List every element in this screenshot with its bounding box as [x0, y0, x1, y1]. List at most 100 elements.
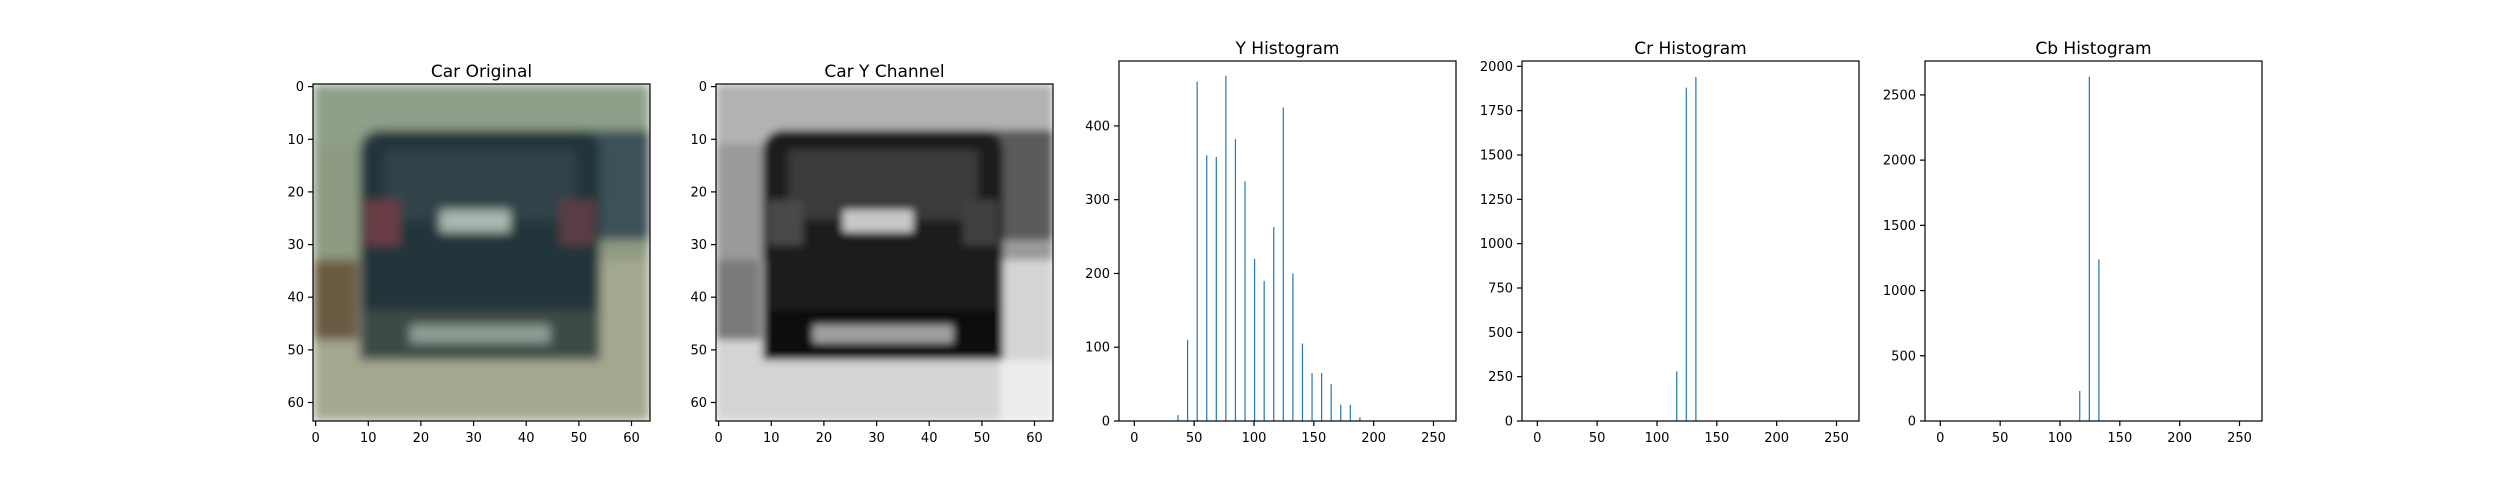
histogram-bar: [1263, 280, 1265, 421]
y-tick-label: 10: [690, 133, 707, 148]
y-tick-label: 0: [296, 80, 304, 95]
histogram-bar: [2079, 391, 2081, 421]
y-tick-label: 1250: [1480, 193, 1513, 208]
histogram-bar: [1196, 81, 1198, 422]
y-tick-label: 100: [1085, 341, 1110, 356]
y-tick-label: 30: [287, 238, 304, 253]
x-tick-label: 100: [1645, 431, 1670, 446]
histogram-bar: [1215, 156, 1217, 421]
histogram-bar: [1253, 258, 1256, 421]
x-tick-label: 200: [1361, 431, 1386, 446]
y-tick-label: 10: [287, 133, 304, 148]
x-tick-label: 40: [921, 431, 938, 446]
y-tick-label: 2000: [1883, 154, 1916, 169]
y-tick-label: 20: [690, 185, 707, 200]
histogram-bar: [1282, 107, 1284, 422]
x-tick-label: 50: [1186, 431, 1203, 446]
y-tick-label: 2500: [1883, 88, 1916, 103]
histogram-bar: [1676, 371, 1678, 421]
x-tick-label: 100: [1242, 431, 1267, 446]
y-tick-label: 0: [1505, 415, 1513, 430]
panel-title: Cr Histogram: [1634, 39, 1746, 59]
histogram-bar: [1340, 404, 1342, 421]
histogram-bar: [1186, 339, 1189, 421]
panel-y-histogram: Y Histogram 0 50 100 150 200 250 0 100 200 300 400: [1085, 39, 1457, 446]
histogram-bar: [1349, 404, 1351, 421]
x-tick-label: 50: [1589, 431, 1606, 446]
x-tick-label: 0: [714, 431, 722, 446]
histogram-bar: [1359, 417, 1361, 421]
panel-car-y-channel: Car Y Channel: [690, 62, 1054, 446]
y-tick-label: 40: [287, 291, 304, 306]
x-ticks: 0 10 20 30 40 50 60: [311, 421, 640, 446]
histogram-bar: [1273, 226, 1275, 421]
x-tick-label: 150: [1704, 431, 1729, 446]
histogram-bar: [1206, 155, 1208, 422]
axes-frame: [312, 83, 651, 422]
histogram-bar: [1311, 373, 1313, 421]
y-tick-label: 50: [287, 343, 304, 358]
histogram-bar: [1330, 384, 1332, 421]
y-ticks: 0 10 20 30 40 50 60: [287, 80, 313, 411]
car-original-image: [313, 84, 650, 421]
x-tick-label: 40: [518, 431, 535, 446]
x-tick-label: 20: [816, 431, 833, 446]
panel-title: Y Histogram: [1235, 39, 1340, 59]
x-tick-label: 50: [571, 431, 588, 446]
y-tick-label: 1500: [1480, 148, 1513, 163]
y-tick-label: 1000: [1480, 237, 1513, 252]
x-tick-label: 60: [623, 431, 640, 446]
y-tick-label: 1500: [1883, 219, 1916, 234]
x-tick-label: 50: [1992, 431, 2009, 446]
axes-frame: [1118, 60, 1457, 422]
y-tick-label: 500: [1488, 326, 1513, 341]
histogram-bar: [2088, 76, 2090, 422]
x-tick-label: 0: [1130, 431, 1138, 446]
y-tick-label: 40: [690, 291, 707, 306]
y-tick-label: 200: [1085, 267, 1110, 282]
y-tick-label: 2000: [1480, 60, 1513, 75]
y-tick-label: 0: [1102, 415, 1110, 430]
panel-car-original: Car Original: [287, 62, 651, 446]
x-tick-label: 200: [2167, 431, 2192, 446]
x-tick-label: 100: [2048, 431, 2073, 446]
axes-frame: [1924, 60, 2263, 422]
histogram-bar: [1292, 273, 1294, 421]
histogram-bar: [1301, 343, 1304, 421]
x-tick-label: 0: [1533, 431, 1541, 446]
y-tick-label: 60: [690, 396, 707, 411]
x-tick-label: 0: [1936, 431, 1944, 446]
x-tick-label: 10: [763, 431, 780, 446]
y-tick-label: 300: [1085, 193, 1110, 208]
histogram-bar: [1695, 76, 1697, 421]
panel-title: Car Original: [431, 62, 532, 82]
x-tick-label: 50: [974, 431, 991, 446]
x-tick-label: 250: [1421, 431, 1446, 446]
y-tick-label: 0: [1908, 415, 1916, 430]
histogram-bar: [1177, 415, 1179, 421]
histogram-bar: [1244, 181, 1246, 421]
y-ticks: 0 10 20 30 40 50 60: [690, 80, 716, 411]
x-tick-label: 250: [1824, 431, 1849, 446]
y-tick-label: 50: [690, 343, 707, 358]
panel-title: Car Y Channel: [824, 62, 944, 82]
histogram-bar: [1685, 87, 1687, 421]
histogram-bar: [1321, 373, 1323, 421]
histogram-bar: [1234, 139, 1237, 421]
x-tick-label: 20: [413, 431, 430, 446]
y-tick-label: 500: [1891, 349, 1916, 364]
car-y-channel-image: [716, 84, 1053, 421]
x-tick-label: 10: [360, 431, 377, 446]
axes-frame: [1521, 60, 1860, 422]
y-tick-label: 60: [287, 396, 304, 411]
histogram-bar: [1225, 75, 1227, 422]
x-tick-label: 150: [1301, 431, 1326, 446]
x-ticks: 0 10 20 30 40 50 60: [714, 421, 1043, 446]
y-tick-label: 250: [1488, 370, 1513, 385]
axes-frame: [715, 83, 1054, 422]
y-tick-label: 400: [1085, 119, 1110, 134]
y-tick-label: 1750: [1480, 104, 1513, 119]
panel-title: Cb Histogram: [2035, 39, 2151, 59]
x-tick-label: 0: [311, 431, 319, 446]
